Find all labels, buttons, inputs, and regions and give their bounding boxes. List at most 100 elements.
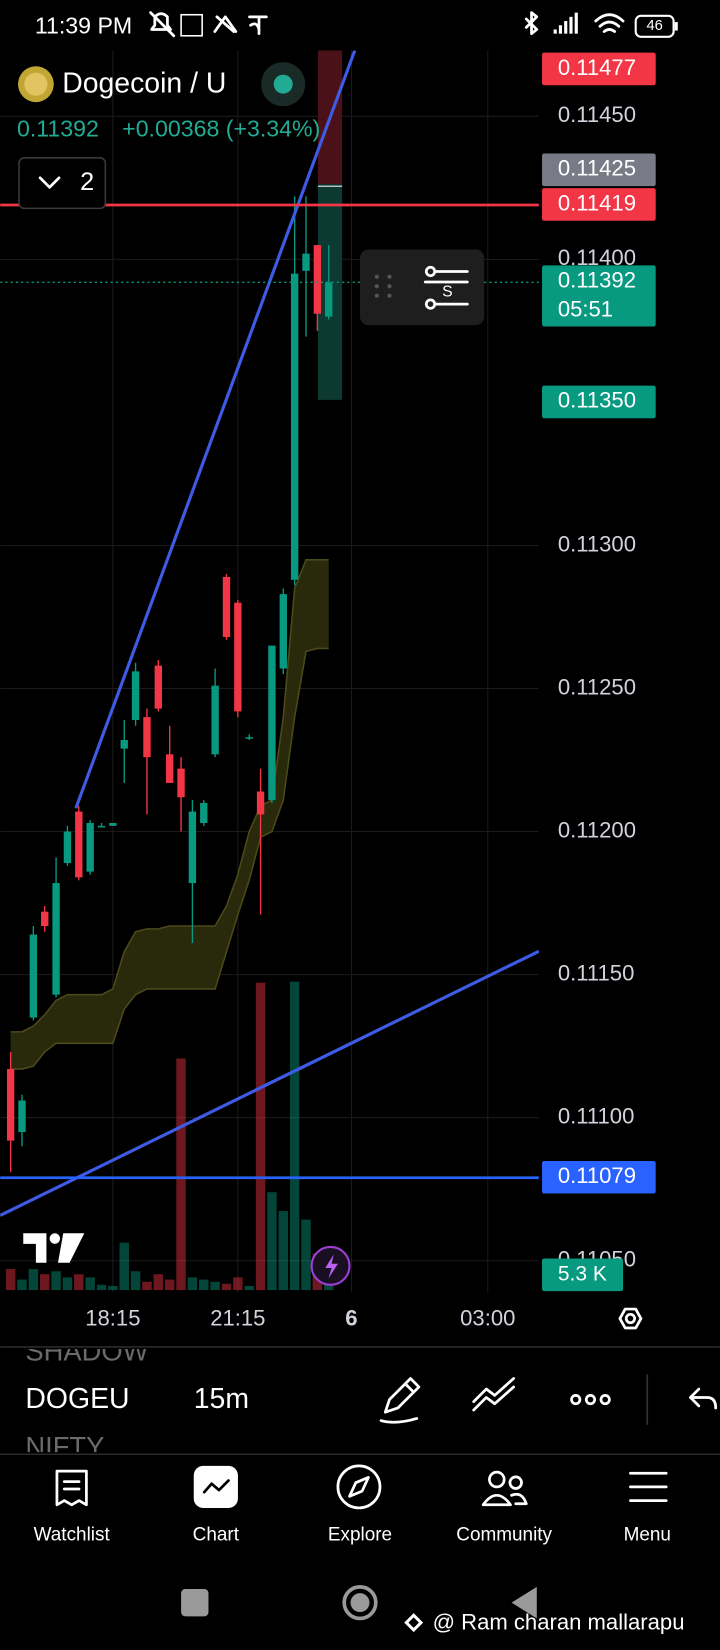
y-tick-label: 0.11100 — [558, 1104, 635, 1129]
widget-label: S — [442, 284, 453, 301]
y-tick-label: 0.11150 — [558, 960, 635, 985]
volume-label: 5.3 K — [558, 1262, 607, 1285]
candle-body — [41, 911, 49, 927]
plot-area — [0, 50, 539, 1293]
x-tick-label: 21:15 — [210, 1305, 265, 1330]
nav-chart[interactable]: Chart — [193, 1465, 240, 1545]
volume-bar — [199, 1279, 209, 1291]
candle-body — [245, 737, 253, 739]
volume-bar — [142, 1281, 152, 1291]
mute-icon — [149, 11, 176, 38]
bar-countdown: 05:51 — [558, 296, 613, 321]
volume-bar — [187, 1277, 198, 1291]
price-labels: 0.11079 0.11350 0.11392 05:51 0.11419 0.11425… — [542, 52, 656, 1292]
candle-body — [302, 253, 310, 271]
candle-body — [256, 791, 265, 815]
volume-bar — [233, 1277, 243, 1291]
nav-label: Chart — [193, 1524, 240, 1545]
candle-body — [211, 685, 219, 755]
y-tick-label: 0.11200 — [558, 817, 636, 842]
nav-community[interactable]: Community — [456, 1470, 553, 1545]
nav-label: Community — [456, 1524, 552, 1545]
indicators-count: 2 — [80, 168, 94, 196]
y-tick-label: 0.11450 — [558, 102, 636, 127]
last-price: 0.11392 — [17, 116, 99, 142]
candle-body — [75, 811, 83, 878]
price-change: +0.00368 (+3.34%) — [122, 116, 320, 142]
candle-body — [154, 665, 163, 709]
current-bar-highlight — [317, 50, 343, 400]
header: Dogecoin / U 0.11392 +0.00368 (+3.34%) 2 — [17, 62, 320, 210]
band-upper — [10, 558, 329, 1033]
volume-bar — [164, 1279, 175, 1291]
candle-body — [188, 811, 197, 884]
volume-bar — [210, 1281, 220, 1291]
price-label: 0.11079 — [558, 1163, 636, 1188]
wifi-icon — [594, 13, 625, 33]
band-lower — [10, 647, 329, 1070]
signal-icon — [553, 12, 578, 34]
candle-body — [97, 825, 106, 828]
symbol-option[interactable]: NIFTY — [25, 1431, 104, 1462]
volume-bar — [28, 1269, 39, 1291]
candle-body — [131, 671, 140, 721]
undo-button[interactable] — [689, 1387, 718, 1410]
volume-bar — [267, 1192, 277, 1291]
volume-bar — [96, 1284, 107, 1291]
line-settings-widget[interactable]: S — [360, 249, 485, 326]
app-icon — [213, 15, 238, 33]
price-label-box — [542, 153, 656, 187]
candle-body — [109, 823, 117, 826]
tradingview-logo — [23, 1233, 85, 1263]
volume-bar — [176, 1058, 186, 1291]
volume-bar — [119, 1242, 129, 1291]
symbol-picker[interactable]: SHADOW DOGEU NIFTY — [25, 1335, 148, 1462]
nav-menu[interactable]: Menu — [624, 1471, 671, 1545]
price-label: 0.11350 — [558, 388, 636, 413]
interval[interactable]: 15m — [194, 1383, 249, 1415]
symbol-name[interactable]: Dogecoin / U — [62, 68, 226, 100]
recent-apps-button[interactable] — [181, 1588, 209, 1617]
x-tick-label: 6 — [345, 1305, 357, 1330]
candle-body — [29, 934, 38, 1018]
symbol-option[interactable]: SHADOW — [25, 1335, 148, 1366]
axis-settings-button[interactable] — [618, 1307, 643, 1330]
coin-icon-inner — [24, 72, 48, 96]
volume-bar — [221, 1283, 232, 1291]
volume-bar — [85, 1277, 95, 1291]
price-label-box — [542, 265, 656, 327]
draw-button[interactable] — [379, 1377, 421, 1424]
indicators — [5, 558, 334, 1291]
volume-bar — [278, 1211, 289, 1291]
volume-bar — [74, 1274, 84, 1291]
home-button-dot — [350, 1593, 370, 1613]
nav-explore[interactable]: Explore — [328, 1464, 392, 1545]
candle-body — [143, 717, 151, 758]
lightning-button[interactable] — [310, 1245, 351, 1286]
volume-bar — [39, 1274, 50, 1291]
status-bar: 11:39 PM 46 — [35, 11, 678, 38]
symbol-option[interactable]: DOGEU — [25, 1383, 129, 1415]
nav-label: Menu — [624, 1524, 671, 1545]
candle-body — [63, 831, 72, 864]
nav-watchlist[interactable]: Watchlist — [34, 1469, 111, 1545]
more-button[interactable] — [570, 1393, 611, 1406]
price-label: 0.11392 — [558, 268, 636, 293]
trend-line — [0, 949, 539, 1217]
indicators-toggle[interactable]: 2 — [18, 157, 107, 210]
candle-body — [165, 754, 174, 783]
price-label: 0.11477 — [558, 55, 636, 80]
back-button[interactable] — [511, 1586, 537, 1619]
home-button[interactable] — [342, 1585, 378, 1621]
price-label-box — [542, 1160, 656, 1194]
bluetooth-icon — [524, 11, 539, 36]
x-tick-label: 18:15 — [85, 1305, 140, 1330]
x-tick-label: 03:00 — [460, 1305, 515, 1330]
market-status-dot — [273, 74, 293, 94]
volume-bar — [62, 1277, 73, 1291]
volume-bar — [153, 1274, 164, 1291]
drawing-tools-button[interactable] — [472, 1377, 516, 1412]
volume-bar — [289, 981, 300, 1291]
